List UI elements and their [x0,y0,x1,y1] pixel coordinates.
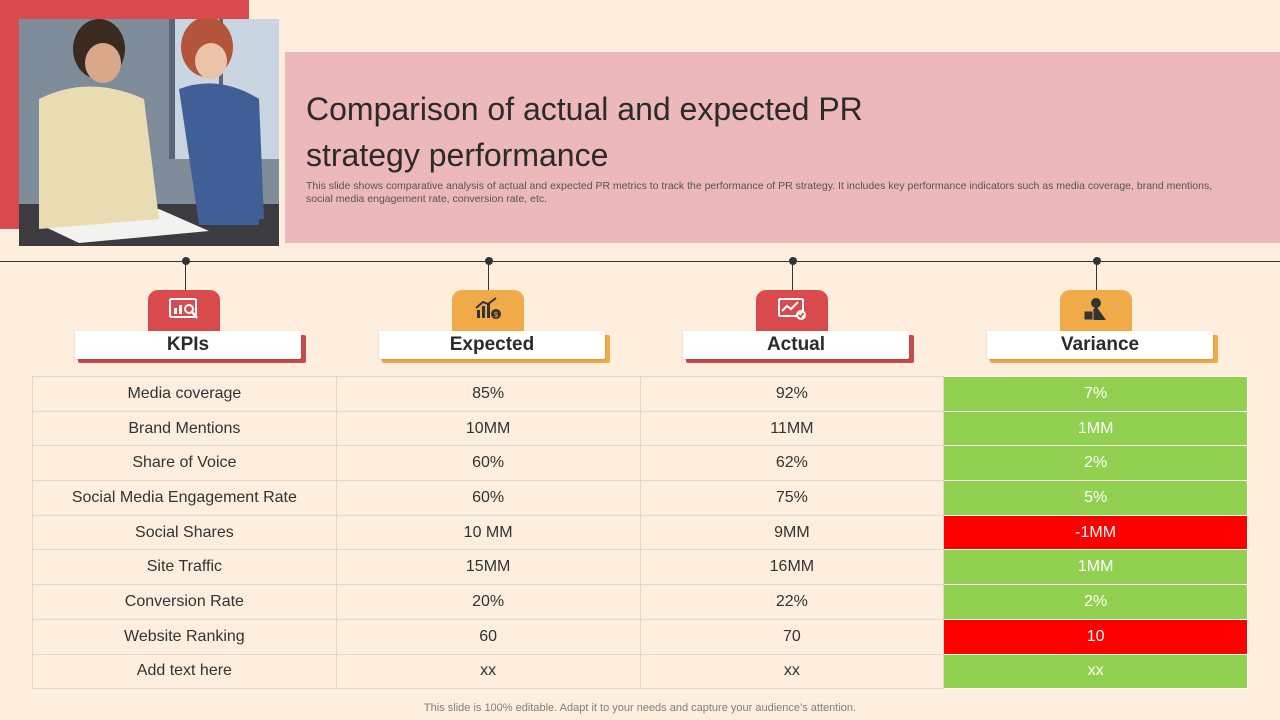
shapes-icon [1083,298,1106,321]
analytics-check-icon [778,298,806,320]
table-row: Site Traffic 15MM 16MM 1MM [32,549,1248,586]
table-row: Add text here xx xx xx [32,653,1248,690]
footer-note: This slide is 100% editable. Adapt it to… [423,702,857,714]
page-subtitle: This slide shows comparative analysis of… [306,180,1213,205]
svg-text:$: $ [493,310,498,319]
actual-cell: 92% [639,376,945,412]
timeline-stem [1096,261,1097,290]
actual-column-header: Actual [683,331,909,359]
kpi-comparison-table: Media coverage 85% 92% 7% Brand Mentions 10MM… [32,376,1248,690]
expected-cell: 10 MM [335,514,641,551]
table-row: Brand Mentions 10MM 11MM 1MM [32,410,1248,447]
kpi-icon-tab [148,290,220,334]
expected-column-header: Expected [379,331,605,359]
timeline-stem [488,261,489,290]
growth-chart-icon: $ [475,297,501,319]
table-row: Website Ranking 60 70 10 [32,618,1248,655]
page-title: Comparison of actual and expected PR str… [306,91,863,173]
timeline-dot [485,257,493,265]
variance-column-header: Variance [987,331,1213,359]
expected-icon-tab: $ [452,290,524,334]
actual-cell: 9MM [639,514,945,551]
variance-cell: 10 [943,618,1248,655]
variance-cell: 5% [943,480,1248,516]
timeline-stem [185,261,186,290]
expected-cell: 60% [335,480,641,516]
kpi-cell: Website Ranking [32,618,337,655]
expected-cell: 60% [335,445,641,482]
table-row: Social Media Engagement Rate 60% 75% 5% [32,480,1248,516]
kpi-cell: Social Media Engagement Rate [32,480,337,516]
expected-cell: 85% [335,376,641,412]
actual-cell: 16MM [639,549,945,586]
variance-cell: 2% [943,584,1248,620]
variance-cell: -1MM [943,514,1248,551]
table-row: Share of Voice 60% 62% 2% [32,445,1248,482]
kpi-cell: Add text here [32,653,337,690]
variance-icon-tab [1060,290,1132,334]
timeline-dot [789,257,797,265]
table-row: Media coverage 85% 92% 7% [32,376,1248,412]
timeline-stem [792,261,793,290]
table-row: Social Shares 10 MM 9MM -1MM [32,514,1248,551]
variance-cell: 1MM [943,549,1248,586]
title-band [285,52,1280,243]
kpi-cell: Media coverage [32,376,337,412]
expected-cell: xx [335,653,641,690]
variance-cell: xx [943,653,1248,690]
kpi-report-icon [169,298,198,319]
variance-cell: 2% [943,445,1248,482]
actual-cell: 75% [639,480,945,516]
actual-cell: 22% [639,584,945,620]
kpi-cell: Site Traffic [32,549,337,586]
variance-cell: 7% [943,376,1248,412]
actual-cell: 62% [639,445,945,482]
team-photo-illustration [19,19,279,246]
kpi-cell: Social Shares [32,514,337,551]
actual-cell: xx [639,653,945,690]
variance-cell: 1MM [943,410,1248,447]
timeline-line [0,261,1280,262]
timeline-dot [182,257,190,265]
kpi-cell: Share of Voice [32,445,337,482]
kpi-cell: Brand Mentions [32,410,337,447]
kpi-cell: Conversion Rate [32,584,337,620]
kpi-column-header: KPIs [75,331,301,359]
actual-cell: 70 [639,618,945,655]
table-row: Conversion Rate 20% 22% 2% [32,584,1248,620]
actual-cell: 11MM [639,410,945,447]
expected-cell: 10MM [335,410,641,447]
expected-cell: 20% [335,584,641,620]
expected-cell: 15MM [335,549,641,586]
timeline-dot [1093,257,1101,265]
actual-icon-tab [756,290,828,334]
expected-cell: 60 [335,618,641,655]
team-photo [19,19,279,246]
